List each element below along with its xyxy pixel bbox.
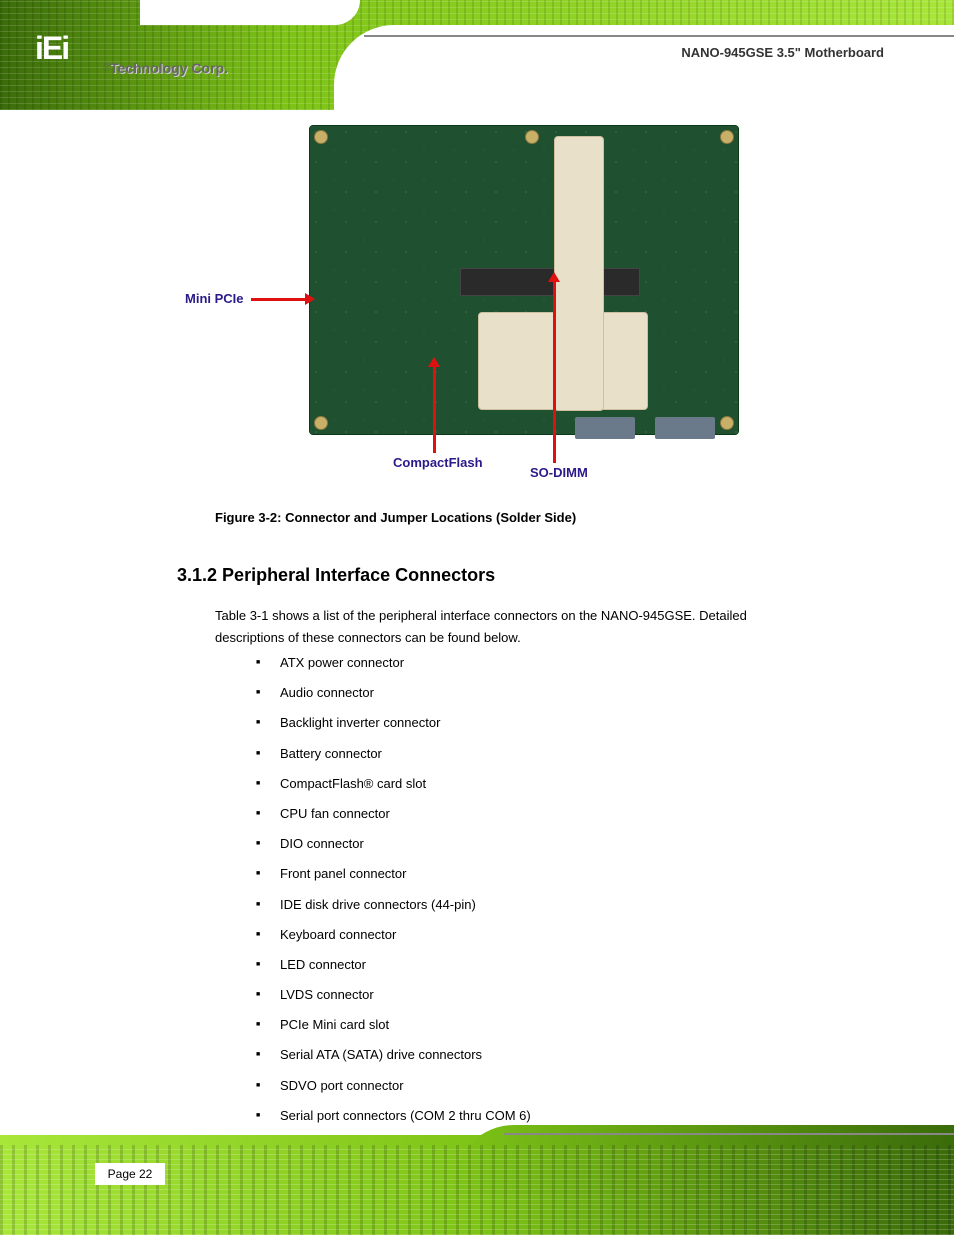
arrow-line [553,280,556,463]
figure-caption: Figure 3-2: Connector and Jumper Locatio… [215,510,576,525]
screw-hole [720,130,734,144]
arrow-head-icon [548,272,560,282]
list-item: Serial port connectors (COM 2 thru COM 6… [256,1108,531,1123]
logo-tagline: Technology Corp. [110,60,228,76]
port-1 [575,417,635,439]
footer-gray-line [504,1133,954,1135]
footer-circuit-texture [0,1145,954,1235]
screw-hole [314,416,328,430]
list-item: Front panel connector [256,866,531,881]
list-item: IDE disk drive connectors (44-pin) [256,897,531,912]
header-banner: iEi ® Technology Corp. NANO-945GSE 3.5" … [0,0,954,110]
header-white-curve [334,25,954,110]
header-gray-line [364,35,954,37]
arrow-line [433,365,436,453]
header-white-notch [140,0,360,25]
list-item: Battery connector [256,746,531,761]
list-item: ATX power connector [256,655,531,670]
list-item: LVDS connector [256,987,531,1002]
header-product: NANO-945GSE 3.5" Motherboard [681,45,884,60]
figure-caption-text: Connector and Jumper Locations (Solder S… [285,510,576,525]
arrow-line [251,298,307,301]
screw-hole [525,130,539,144]
section-number: 3.1.2 [177,565,222,585]
list-item: Audio connector [256,685,531,700]
list-item: Backlight inverter connector [256,715,531,730]
list-item: SDVO port connector [256,1078,531,1093]
footer-banner: Page 22 [0,1125,954,1235]
section-title: Peripheral Interface Connectors [222,565,495,585]
page-number: Page 22 [95,1163,165,1185]
section-heading: 3.1.2 Peripheral Interface Connectors [177,565,495,586]
arrow-head-icon [305,293,315,305]
list-item: Serial ATA (SATA) drive connectors [256,1047,531,1062]
callout-mini-pcie: Mini PCIe [185,291,244,306]
logo-brand: iEi [35,30,68,67]
list-item: CPU fan connector [256,806,531,821]
list-item: Keyboard connector [256,927,531,942]
connector-list: ATX power connector Audio connector Back… [256,655,531,1138]
screw-hole [314,130,328,144]
figure-caption-prefix: Figure 3-2: [215,510,285,525]
sodimm-slot [554,136,604,411]
motherboard-image [309,125,739,435]
callout-sodimm: SO-DIMM [530,465,588,480]
logo: iEi [35,30,68,67]
section-subtext: Table 3-1 shows a list of the peripheral… [215,605,805,649]
screw-hole [720,416,734,430]
arrow-head-icon [428,357,440,367]
callout-compactflash: CompactFlash [393,455,483,470]
list-item: CompactFlash® card slot [256,776,531,791]
list-item: DIO connector [256,836,531,851]
list-item: LED connector [256,957,531,972]
list-item: PCIe Mini card slot [256,1017,531,1032]
port-2 [655,417,715,439]
